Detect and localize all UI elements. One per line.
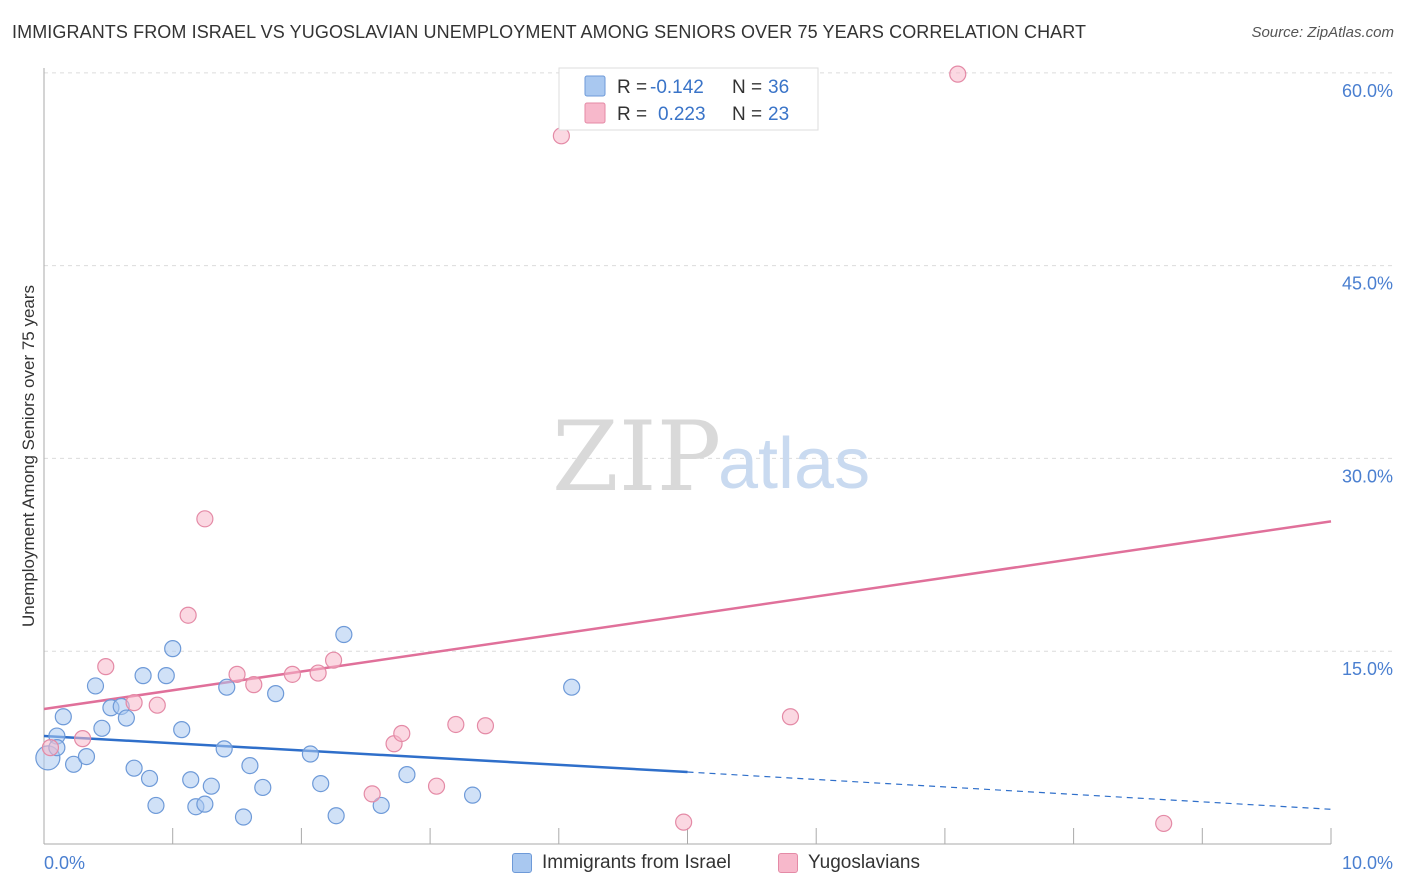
point-yugoslavians[interactable] <box>245 676 263 694</box>
watermark: ZIP atlas <box>552 401 870 513</box>
stats-legend: R = -0.142 N = 36 R = 0.223 N = 23 <box>558 67 819 131</box>
point-israel[interactable] <box>134 667 152 685</box>
point-israel[interactable] <box>372 796 390 815</box>
point-yugoslavians[interactable] <box>447 715 465 734</box>
trend-line-israel <box>43 734 688 774</box>
point-israel[interactable] <box>157 667 175 685</box>
point-yugoslavians[interactable] <box>283 665 301 683</box>
point-yugoslavians[interactable] <box>97 658 115 676</box>
y-tick-label: 60.0% <box>1342 81 1393 101</box>
point-israel[interactable] <box>65 755 83 773</box>
chart-title: IMMIGRANTS FROM ISRAEL VS YUGOSLAVIAN UN… <box>12 22 1087 42</box>
point-yugoslavians[interactable] <box>41 739 60 757</box>
point-israel[interactable] <box>398 765 416 784</box>
point-yugoslavians[interactable] <box>179 606 197 624</box>
point-israel[interactable] <box>77 748 96 766</box>
legend-swatch-israel <box>512 853 532 873</box>
stats-legend-n-value-yugoslavians: 23 <box>768 104 789 125</box>
point-yugoslavians[interactable] <box>949 65 967 83</box>
point-israel[interactable] <box>218 678 236 696</box>
point-yugoslavians[interactable] <box>363 785 381 803</box>
point-israel[interactable] <box>125 759 143 777</box>
point-yugoslavians[interactable] <box>393 724 411 743</box>
point-israel[interactable] <box>182 771 200 789</box>
legend-label-yugoslavians: Yugoslavians <box>808 852 920 873</box>
point-yugoslavians[interactable] <box>476 717 495 735</box>
point-yugoslavians[interactable] <box>309 664 327 682</box>
point-yugoslavians[interactable] <box>1155 814 1173 833</box>
axes <box>43 68 1332 845</box>
legend-label-israel: Immigrants from Israel <box>542 852 731 873</box>
x-tick-label: 0.0% <box>44 853 85 873</box>
data-points <box>35 65 1173 833</box>
point-yugoslavians[interactable] <box>324 651 343 669</box>
stats-legend-swatch-yugoslavians <box>584 102 606 124</box>
point-israel[interactable] <box>147 796 165 815</box>
watermark-atlas: atlas <box>718 424 870 504</box>
point-israel[interactable] <box>215 740 233 758</box>
watermark-zip: ZIP <box>552 401 721 513</box>
y-tick-label: 15.0% <box>1342 659 1393 679</box>
point-yugoslavians[interactable] <box>781 708 800 726</box>
legend-item-yugoslavians[interactable]: Yugoslavians <box>778 852 920 874</box>
point-israel[interactable] <box>173 721 191 739</box>
point-israel[interactable] <box>202 777 220 795</box>
point-israel[interactable] <box>93 719 111 737</box>
x-tick-labels: 0.0% 10.0% <box>44 853 1393 873</box>
point-israel[interactable] <box>241 756 259 775</box>
stats-legend-n-label-israel: N = <box>732 77 762 98</box>
stats-legend-r-value-yugoslavians: 0.223 <box>658 104 706 125</box>
point-israel[interactable] <box>54 708 72 726</box>
stats-legend-n-value-israel: 36 <box>768 77 789 98</box>
source-label: Source: ZipAtlas.com <box>1251 24 1394 41</box>
point-yugoslavians[interactable] <box>125 694 143 712</box>
y-axis-title: Unemployment Among Seniors over 75 years <box>19 285 38 627</box>
point-israel[interactable] <box>254 778 272 797</box>
y-tick-label: 30.0% <box>1342 466 1393 486</box>
point-israel[interactable] <box>327 807 345 825</box>
stats-legend-r-label-yugoslavians: R = <box>617 104 647 125</box>
point-israel[interactable] <box>301 745 320 763</box>
point-yugoslavians[interactable] <box>74 730 92 748</box>
point-israel[interactable] <box>164 640 182 658</box>
point-yugoslavians[interactable] <box>148 696 166 714</box>
legend-item-israel[interactable]: Immigrants from Israel <box>512 852 731 874</box>
trend-line-israel-extrapolated <box>687 771 1332 810</box>
point-yugoslavians[interactable] <box>427 777 446 795</box>
stats-legend-n-label-yugoslavians: N = <box>732 104 762 125</box>
trend-lines <box>43 520 1332 810</box>
stats-legend-swatch-israel <box>584 75 606 97</box>
point-israel[interactable] <box>234 808 253 826</box>
point-yugoslavians[interactable] <box>675 813 693 831</box>
point-israel[interactable] <box>117 709 135 727</box>
point-israel[interactable] <box>267 685 285 703</box>
point-israel[interactable] <box>312 774 330 793</box>
point-israel[interactable] <box>335 625 353 644</box>
y-tick-labels: 15.0% 30.0% 45.0% 60.0% <box>1342 81 1393 679</box>
point-israel[interactable] <box>196 795 214 813</box>
series-legend: Immigrants from Israel Yugoslavians <box>0 852 1406 876</box>
point-israel[interactable] <box>463 786 482 804</box>
stats-legend-r-value-israel: -0.142 <box>650 77 704 98</box>
point-israel[interactable] <box>563 678 581 696</box>
gridlines <box>44 72 1394 652</box>
point-israel[interactable] <box>86 677 105 695</box>
legend-swatch-yugoslavians <box>778 853 798 873</box>
y-tick-label: 45.0% <box>1342 274 1393 294</box>
x-tick-label: 10.0% <box>1342 853 1393 873</box>
point-yugoslavians[interactable] <box>196 510 214 528</box>
point-yugoslavians[interactable] <box>228 665 246 683</box>
point-israel[interactable] <box>140 769 159 788</box>
stats-legend-r-label-israel: R = <box>617 77 647 98</box>
